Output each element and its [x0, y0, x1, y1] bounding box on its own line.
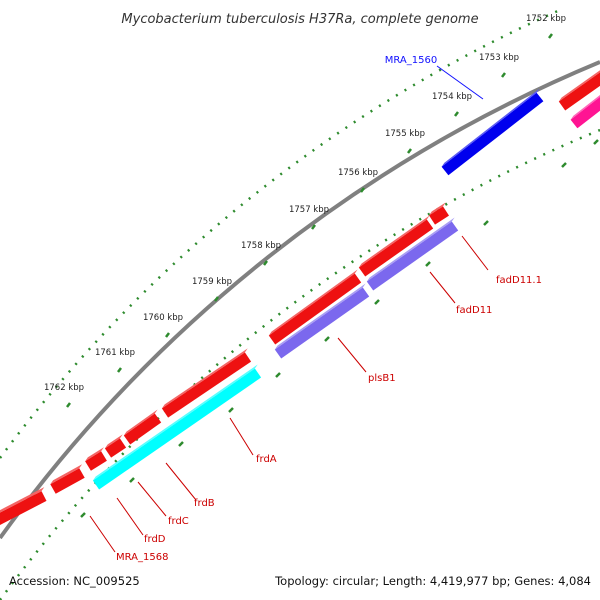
scale-label: 1754 kbp	[432, 92, 472, 102]
gene-bar	[274, 287, 370, 359]
gene-label: frdD	[144, 534, 166, 545]
major-tick	[311, 224, 316, 230]
major-tick	[548, 33, 553, 39]
gene-bar-bevel	[570, 95, 600, 120]
leader-line	[165, 462, 197, 501]
major-tick	[263, 260, 268, 266]
major-tick	[178, 441, 184, 447]
gene-label: frdA	[256, 454, 277, 465]
major-tick	[214, 296, 219, 302]
major-tick	[561, 162, 567, 168]
gene-bar	[50, 468, 85, 494]
major-tick	[407, 148, 412, 154]
scale-label: 1756 kbp	[338, 168, 378, 178]
scale-label: 1753 kbp	[479, 53, 519, 63]
gene-bar-bevel	[274, 283, 366, 350]
topology-label: Topology: circular; Length: 4,419,977 bp…	[274, 574, 591, 588]
gene-bar	[161, 352, 252, 418]
major-tick	[360, 187, 365, 193]
outer-tick-ring	[0, 8, 561, 459]
leader-line	[116, 497, 144, 536]
gene-bar	[429, 206, 449, 225]
leader-line	[337, 337, 367, 373]
scale-label: 1758 kbp	[241, 241, 281, 251]
leader-line	[89, 515, 116, 553]
gene-bar-bevel	[358, 215, 430, 268]
gene-bar-bevel	[558, 70, 600, 102]
gene-bar-bevel	[429, 202, 446, 216]
gene-label: fadD11.1	[496, 275, 542, 286]
gene-label: frdB	[194, 498, 215, 509]
scale-label: 1760 kbp	[143, 313, 183, 323]
gene-bar	[366, 221, 459, 291]
gene-bar	[0, 491, 47, 526]
major-tick	[66, 402, 71, 408]
label-leaders	[89, 65, 489, 553]
scale-label: 1761 kbp	[95, 348, 135, 358]
gene-bar	[441, 92, 544, 176]
scale-labels: 1752 kbp 1753 kbp 1754 kbp 1755 kbp 1756 kbp…	[44, 14, 566, 393]
genome-title: Mycobacterium tuberculosis H37Ra, comple…	[121, 12, 478, 27]
backbone-arc	[0, 60, 600, 540]
gene-bar-bevel	[268, 269, 358, 336]
gene-bar	[358, 219, 434, 277]
major-tick	[483, 220, 489, 226]
gene-bar-bevel	[85, 447, 104, 462]
major-tick	[374, 299, 380, 305]
gene-bar-bevel	[104, 434, 123, 449]
gene-bar	[268, 273, 362, 345]
gene-label: plsB1	[368, 373, 396, 384]
gene-bar	[570, 96, 600, 129]
gene-labels: MRA_1560 fadD11.1 fadD11 plsB1 frdA frdB frdCf…	[116, 55, 542, 563]
leader-line	[461, 235, 489, 271]
leader-line	[137, 481, 167, 517]
gene-bar-bevel	[441, 88, 540, 167]
major-tick	[80, 512, 86, 518]
major-tick	[501, 72, 506, 78]
major-ticks	[66, 33, 599, 518]
major-tick	[425, 261, 431, 267]
gene-label: frdC	[168, 516, 189, 527]
scale-label: 1762 kbp	[44, 383, 84, 393]
gene-features	[0, 70, 600, 526]
gene-bar-bevel	[0, 487, 45, 513]
scale-label: 1757 kbp	[289, 205, 329, 215]
major-tick	[165, 332, 170, 338]
major-tick	[228, 407, 234, 413]
gene-label: MRA_1560	[385, 55, 437, 66]
major-tick	[117, 367, 122, 373]
leader-line	[436, 65, 484, 100]
leader-line	[429, 271, 456, 304]
gene-bar	[123, 413, 162, 445]
major-tick	[129, 477, 135, 483]
inner-tick-ring	[0, 128, 600, 600]
scale-label: 1759 kbp	[192, 277, 232, 287]
gene-bar-bevel	[50, 464, 83, 485]
gene-label: fadD11	[456, 305, 492, 316]
major-tick	[275, 372, 281, 378]
gene-bar	[85, 451, 107, 471]
gene-bar-bevel	[92, 364, 258, 481]
gene-label: MRA_1568	[116, 552, 168, 563]
major-tick	[324, 336, 330, 342]
gene-bar-bevel	[123, 409, 158, 436]
gene-bar	[558, 72, 600, 111]
gene-bar-bevel	[366, 217, 455, 282]
major-tick	[593, 139, 599, 145]
gene-bar	[104, 438, 127, 458]
scale-label: 1755 kbp	[385, 129, 425, 139]
leader-line	[229, 417, 254, 456]
major-tick	[454, 111, 459, 117]
gene-bar	[92, 368, 262, 490]
accession-label: Accession: NC_009525	[9, 574, 140, 588]
gene-bar-bevel	[161, 348, 248, 409]
scale-label: 1752 kbp	[526, 14, 566, 24]
